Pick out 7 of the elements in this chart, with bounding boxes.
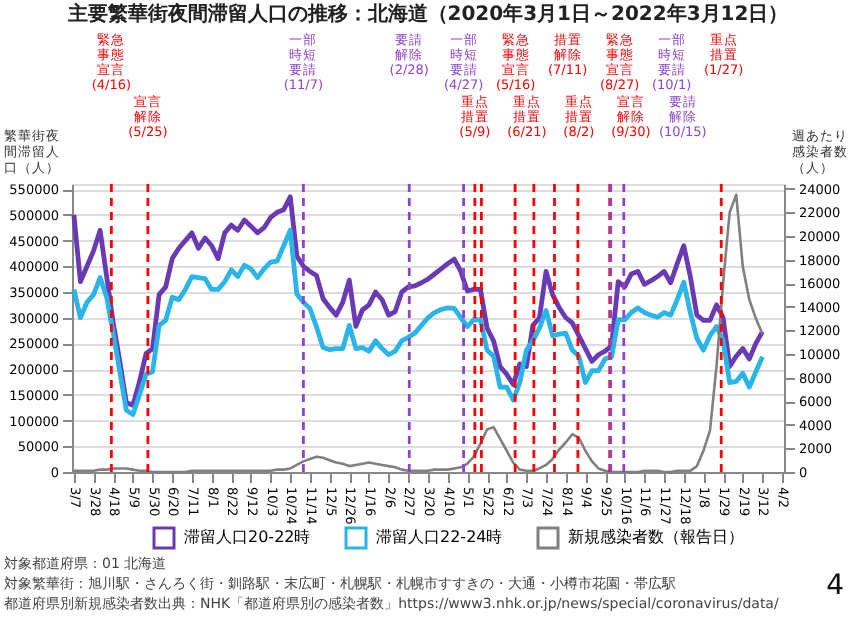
line-series — [71, 194, 765, 408]
chart-title: 主要繁華街夜間滞留人口の推移：北海道（2020年3月1日～2022年3月12日） — [65, 2, 789, 26]
text: 4 — [826, 570, 845, 602]
legend-label: 滞留人口20-22時 — [184, 528, 311, 546]
legend-label: 新規感染者数（報告日） — [568, 528, 744, 546]
line-series — [71, 227, 765, 417]
legend-label: 滞留人口22-24時 — [376, 528, 503, 546]
